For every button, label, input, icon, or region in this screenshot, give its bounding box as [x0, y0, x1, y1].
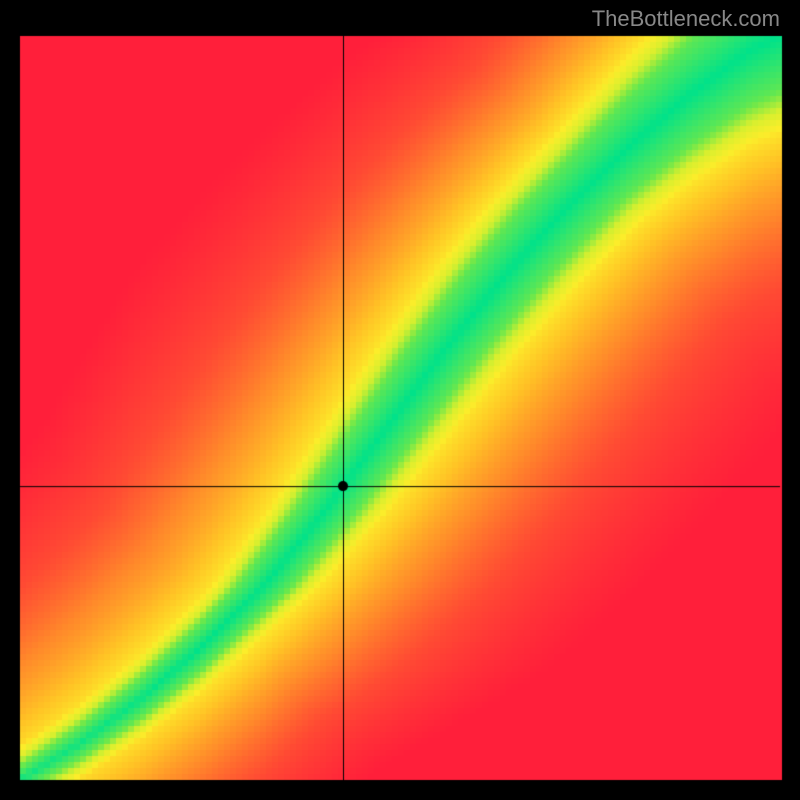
watermark-text: TheBottleneck.com: [592, 6, 780, 32]
root-container: TheBottleneck.com: [0, 0, 800, 800]
bottleneck-heatmap: [0, 0, 800, 800]
